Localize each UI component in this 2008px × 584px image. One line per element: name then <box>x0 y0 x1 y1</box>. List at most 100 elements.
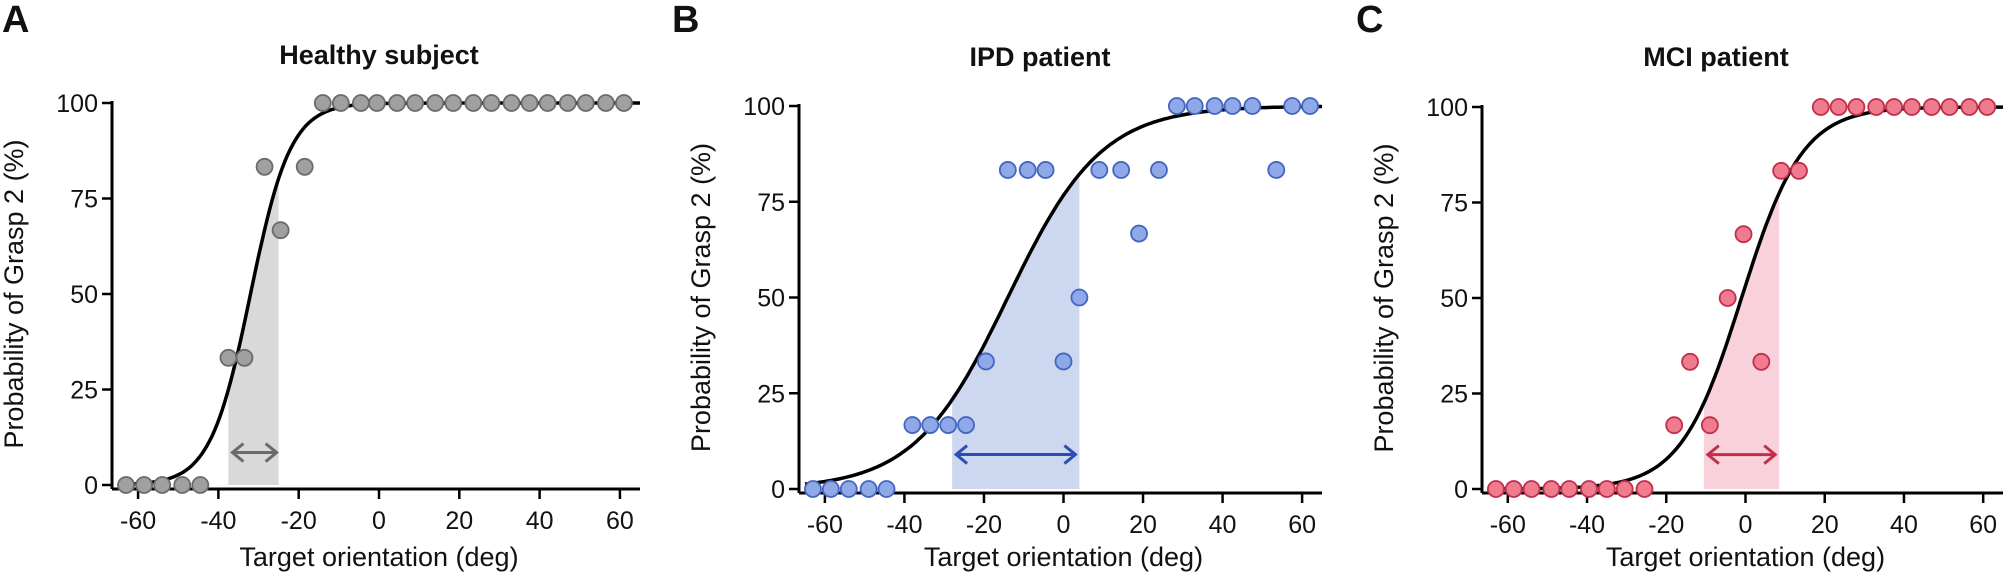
data-point <box>464 94 483 112</box>
y-tick-label: 50 <box>757 285 785 313</box>
data-point <box>1018 161 1037 179</box>
data-point <box>1487 480 1505 498</box>
data-point <box>1036 161 1055 179</box>
interval-arrow-head-left <box>230 442 245 463</box>
interval-arrow-head-right <box>1063 444 1078 465</box>
y-tick-label: 50 <box>1440 285 1468 313</box>
data-point <box>1811 98 1830 116</box>
shaded-interval <box>1703 193 1780 489</box>
data-points <box>804 97 1319 498</box>
x-tick-label: -40 <box>200 507 236 535</box>
data-point <box>921 416 940 434</box>
x-tick-label: 0 <box>372 507 386 535</box>
panel-title: MCI patient <box>1643 42 1789 72</box>
y-tick-label: 75 <box>757 189 785 217</box>
data-point <box>388 94 406 112</box>
interval-arrow-head-right <box>1763 444 1778 465</box>
y-tick-labels: 0 25 50 75 100 <box>1426 94 1468 504</box>
data-point <box>576 94 595 112</box>
data-point <box>219 348 238 367</box>
data-point <box>1243 97 1262 115</box>
data-point <box>426 94 445 112</box>
x-tick-label: -60 <box>807 511 843 539</box>
data-point <box>596 94 615 112</box>
data-point <box>1681 352 1699 371</box>
data-point <box>1054 352 1073 371</box>
fit-curve-layer <box>117 101 640 487</box>
data-point <box>1090 161 1109 179</box>
interval-arrow-head-left <box>953 444 969 465</box>
panel-a: A Healthy subject -60 -40 -20 0 20 40 60… <box>0 0 640 572</box>
panel-c: C MCI patient -60 -40 -20 0 20 40 60 0 2… <box>1356 0 2003 572</box>
x-tick-label: 20 <box>445 507 473 535</box>
data-point <box>804 480 822 498</box>
data-point <box>1700 416 1719 435</box>
data-point <box>191 476 210 494</box>
data-point <box>977 352 995 371</box>
data-point <box>352 94 370 112</box>
data-point <box>1885 98 1903 116</box>
data-point <box>406 94 425 112</box>
interval-arrow-layer <box>953 444 1078 465</box>
x-tick-label: 40 <box>526 507 554 535</box>
y-tick-labels: 0 25 50 75 100 <box>56 90 98 500</box>
x-tick-labels: -60 -40 -20 0 20 40 60 <box>807 511 1316 539</box>
data-point <box>821 480 840 498</box>
data-point <box>1205 97 1224 115</box>
data-point <box>368 94 386 112</box>
panel-title: Healthy subject <box>279 40 479 70</box>
data-point <box>558 94 577 112</box>
data-point <box>1847 98 1866 116</box>
data-point <box>1504 480 1523 498</box>
data-point <box>998 161 1017 179</box>
shaded-interval-layer <box>228 178 279 485</box>
y-tick-label: 100 <box>743 93 785 121</box>
y-tick-label: 25 <box>70 377 98 405</box>
data-point <box>153 476 172 494</box>
x-tick-labels: -60 -40 -20 0 20 40 60 <box>120 507 634 535</box>
x-tick-label: -60 <box>120 507 156 535</box>
axes <box>102 101 640 499</box>
x-tick-label: -40 <box>1569 511 1605 539</box>
y-tick-label: 50 <box>70 281 98 309</box>
data-point <box>117 476 135 494</box>
interval-arrow-layer <box>230 442 279 463</box>
data-point <box>903 416 922 434</box>
shaded-interval <box>952 174 1080 489</box>
data-point <box>271 221 290 240</box>
fit-curve <box>117 101 640 487</box>
data-point <box>1790 161 1808 180</box>
data-point <box>1267 161 1286 179</box>
data-point <box>1718 289 1737 307</box>
data-point <box>1150 161 1168 179</box>
data-point <box>502 94 521 112</box>
interval-arrow-layer <box>1705 444 1778 465</box>
data-point <box>482 94 501 112</box>
data-point <box>1665 416 1684 435</box>
data-point <box>859 480 878 498</box>
y-axis-label: Probability of Grasp 2 (%) <box>686 143 716 452</box>
x-tick-label: 20 <box>1129 511 1157 539</box>
x-tick-label: 60 <box>1288 511 1316 539</box>
data-point <box>331 94 350 112</box>
data-points <box>117 94 633 494</box>
x-tick-label: 20 <box>1811 511 1839 539</box>
x-tick-label: 40 <box>1209 511 1237 539</box>
y-tick-label: 0 <box>1454 476 1468 504</box>
data-point <box>1922 98 1941 116</box>
data-point <box>1615 480 1634 498</box>
interval-arrow-head-right <box>264 442 279 463</box>
panel-title: IPD patient <box>969 42 1110 72</box>
data-point <box>1223 97 1242 115</box>
data-point <box>255 157 274 176</box>
y-tick-label: 25 <box>757 380 785 408</box>
panel-b: B IPD patient -60 -40 -20 0 20 40 60 0 2… <box>672 0 1322 572</box>
shaded-interval <box>228 178 279 485</box>
data-point <box>1130 224 1148 243</box>
x-tick-label: -20 <box>966 511 1002 539</box>
data-point <box>520 94 539 112</box>
x-tick-label: 60 <box>1969 511 1997 539</box>
x-tick-label: -20 <box>1648 511 1684 539</box>
data-point <box>1597 480 1616 498</box>
